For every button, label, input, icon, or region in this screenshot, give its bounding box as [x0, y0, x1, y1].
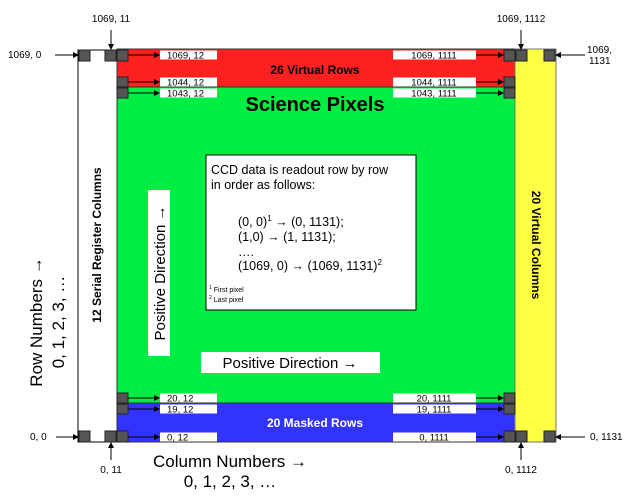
readout-order-box: CCD data is readout row by row in order …: [205, 154, 417, 311]
footnote-2: 2 Last pixel: [209, 295, 244, 304]
label-1069-1131-line2: 1131: [589, 56, 611, 67]
row-numbers-values: 0, 1, 2, 3, …: [49, 276, 68, 369]
pixel-19-12: [116, 403, 129, 415]
label-left-2: 1043, 12: [167, 89, 204, 100]
virtual-columns-label: 20 Virtual Columns: [529, 191, 543, 300]
label-box-right-5: [393, 432, 476, 442]
vertical-direction-box: [148, 190, 170, 356]
label-box-left-4: [160, 404, 217, 414]
pixel-19-1111: [503, 403, 516, 415]
pixel-1044-1111: [503, 76, 516, 88]
pixel-0-12: [116, 430, 129, 443]
pixel-1069-1112: [515, 49, 528, 62]
pixel-1069-0: [78, 49, 91, 62]
row-numbers-title: Row Numbers →: [27, 257, 46, 386]
virtual-rows-label: 26 Virtual Rows: [270, 63, 359, 77]
pixel-1069-11: [104, 49, 117, 62]
label-1069-1112: 1069, 1112: [497, 14, 546, 25]
label-1069-0: 1069, 0: [8, 50, 42, 61]
virtual-columns-region: [514, 48, 557, 443]
label-right-1: 1044, 1111: [411, 78, 456, 89]
pixel-1044-12: [116, 76, 129, 88]
label-left-5: 0, 12: [167, 433, 188, 444]
serial-register-region: [77, 49, 118, 443]
serial-register-label: 12 Serial Register Columns: [90, 167, 104, 323]
readout-seq-1: (0, 0)1 → (0, 1131);: [238, 214, 344, 229]
label-box-right-3: [393, 393, 476, 403]
label-right-5: 0, 1111: [419, 433, 449, 444]
readout-seq-4: (1069, 0) → (1069, 1131)2: [238, 258, 382, 273]
vertical-direction-label: Positive Direction →: [152, 205, 169, 340]
horizontal-direction-box: [201, 352, 380, 373]
label-1069-11: 1069, 11: [92, 14, 131, 25]
label-left-0: 1069, 12: [167, 51, 204, 62]
readout-line-2: in order as follows:: [211, 178, 315, 192]
pixel-0-11: [104, 430, 117, 443]
pixel-0-1112: [515, 430, 528, 443]
pixel-1069-1131: [543, 49, 556, 62]
pixel-0-0: [78, 430, 91, 443]
readout-seq-2: (1,0) → (1, 1131);: [238, 230, 336, 244]
readout-seq-3: ….: [238, 245, 254, 259]
pixel-20-1111: [503, 392, 516, 404]
column-numbers-title: Column Numbers →: [153, 452, 307, 471]
label-0-1131: 0, 1131: [590, 432, 623, 443]
pixel-1043-12: [116, 87, 129, 99]
science-pixels-title: Science Pixels: [246, 94, 385, 116]
label-right-3: 20, 1111: [417, 394, 452, 405]
horizontal-direction-label: Positive Direction →: [222, 355, 357, 372]
label-box-right-0: [393, 50, 476, 60]
label-box-left-5: [160, 432, 217, 442]
label-0-0: 0, 0: [30, 432, 47, 443]
label-box-left-3: [160, 393, 217, 403]
label-box-left-0: [160, 50, 217, 60]
label-box-right-1: [393, 77, 476, 87]
label-right-4: 19, 1111: [417, 405, 452, 416]
masked-rows-label: 20 Masked Rows: [267, 416, 363, 430]
label-left-3: 20, 12: [167, 394, 193, 405]
label-right-2: 1043, 1111: [411, 89, 456, 100]
label-left-4: 19, 12: [167, 405, 193, 416]
label-0-11: 0, 11: [100, 465, 122, 476]
pixel-0-1111: [503, 430, 516, 443]
label-0-1112: 0, 1112: [505, 465, 537, 476]
pixel-0-1131: [543, 430, 556, 443]
label-box-right-4: [393, 404, 476, 414]
label-1069-1131-line1: 1069,: [587, 45, 612, 56]
readout-line-1: CCD data is readout row by row: [211, 163, 389, 177]
label-left-1: 1044, 12: [167, 78, 204, 89]
label-box-left-2: [160, 88, 217, 98]
pixel-squares: [78, 49, 556, 443]
label-right-0: 1069, 1111: [411, 51, 456, 62]
column-numbers-values: 0, 1, 2, 3, …: [184, 472, 277, 491]
pixel-1069-1111: [503, 49, 516, 62]
pixel-20-12: [116, 392, 129, 404]
footnote-1: 1 First pixel: [209, 285, 244, 294]
pixel-1043-1111: [503, 87, 516, 99]
label-box-right-2: [393, 88, 476, 98]
pixel-1069-12: [116, 49, 129, 62]
label-box-left-1: [160, 77, 217, 87]
